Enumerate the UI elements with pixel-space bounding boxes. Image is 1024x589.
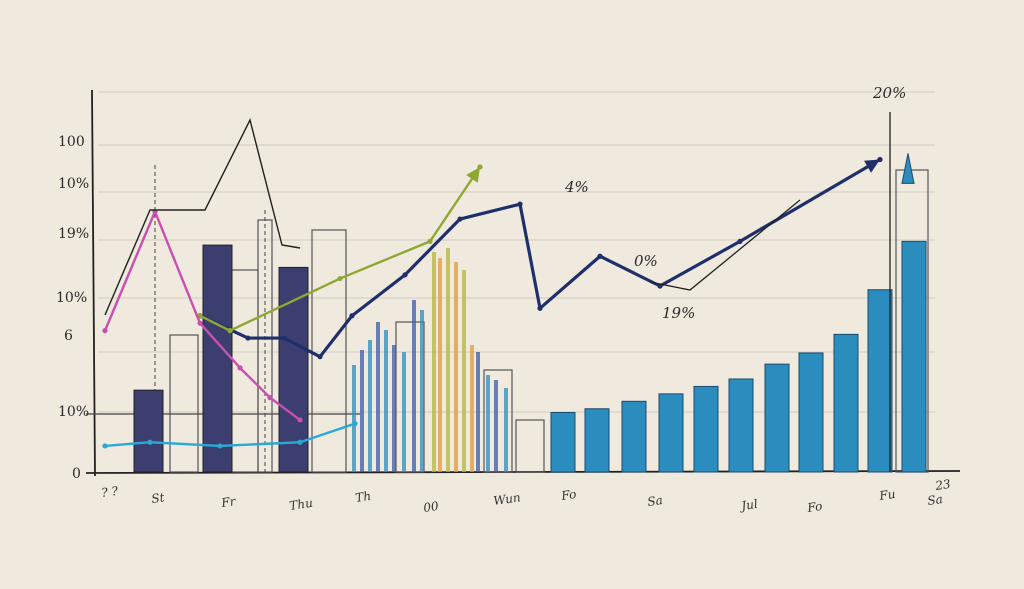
series-point [297, 439, 303, 445]
hatch-column [392, 345, 396, 472]
series-point [402, 272, 408, 278]
hatch-column [420, 310, 424, 472]
sketch-line [649, 199, 801, 291]
x-tick-label: Fo [805, 499, 823, 515]
bars [133, 153, 927, 473]
y-tick-label: 10% [58, 404, 89, 420]
bar [550, 411, 576, 473]
hatch-column [438, 258, 442, 472]
arrowhead [466, 166, 480, 183]
hatch-column [352, 365, 356, 472]
bar [867, 289, 893, 473]
sketch-line [104, 118, 301, 316]
series-point [737, 238, 743, 244]
bar [133, 389, 164, 473]
x-tick-label: 23 [933, 477, 951, 493]
x-tick-label: Th [354, 489, 372, 505]
series-line [103, 210, 301, 421]
bar [798, 352, 824, 473]
hatch-column [494, 380, 498, 472]
bar [693, 385, 719, 473]
series-point [597, 253, 603, 259]
series-point [147, 439, 153, 445]
series-point [457, 216, 463, 222]
bar [202, 244, 233, 473]
y-axis [91, 89, 96, 477]
x-tick-label: St [150, 490, 165, 506]
bar [901, 240, 927, 473]
callout-label: 20% [872, 84, 906, 102]
series-point [537, 305, 543, 311]
callout-label: 19% [662, 304, 695, 322]
bar [621, 400, 647, 473]
y-tick-label: 6 [64, 328, 73, 344]
x-tick-label: Wun [492, 490, 521, 508]
series-point [349, 313, 355, 319]
series-point [102, 443, 108, 449]
bar [584, 408, 610, 473]
sketch-bar-outline [169, 334, 199, 473]
series-point [227, 328, 233, 334]
hatch-column [384, 330, 388, 472]
x-tick-label: Fo [559, 487, 577, 503]
series-point [197, 320, 203, 326]
series-point [102, 328, 108, 334]
sketch-bar-outline [515, 419, 545, 473]
hatch-column [446, 248, 450, 472]
hatch-column [476, 352, 480, 472]
series-point [281, 335, 287, 341]
arrowhead [864, 159, 880, 173]
bar [833, 333, 859, 473]
hatch-column [462, 270, 466, 472]
series-point [352, 421, 358, 427]
series-lines [102, 112, 891, 472]
hatch-column [360, 350, 364, 472]
hatch-column [368, 340, 372, 472]
x-tick-label: ? ? [100, 484, 119, 500]
hatch-column [454, 262, 458, 472]
series-point [427, 238, 433, 244]
y-tick-label: 100 [58, 134, 85, 150]
x-tick-label: Fr [219, 494, 237, 510]
hatch-column [376, 322, 380, 472]
series-point [245, 335, 251, 341]
sketch-bar-outline [395, 321, 425, 473]
series-point [237, 365, 243, 371]
bar [728, 378, 754, 473]
x-tick-label: 00 [422, 499, 439, 515]
y-tick-label: 0 [72, 466, 81, 482]
x-tick-label: Jul [737, 497, 758, 514]
bar [764, 363, 790, 473]
bar-cap [901, 153, 915, 184]
hatch-column [486, 375, 490, 472]
y-tick-label: 10% [58, 176, 89, 192]
series-point [267, 395, 273, 401]
y-tick-label: 10% [56, 290, 87, 306]
x-tick-label: Fu [877, 487, 896, 503]
hatch-column [402, 352, 406, 472]
sketch-outlines [154, 165, 929, 473]
series-point [517, 201, 523, 207]
series-point [317, 354, 323, 360]
series-point [337, 275, 343, 282]
x-tick-label: Sa [646, 493, 663, 509]
hatch-column [432, 252, 436, 472]
x-tick-label: Sa [926, 492, 943, 508]
hatch-column [412, 300, 416, 472]
hatch-column [470, 345, 474, 472]
x-tick-label: Thu [288, 496, 313, 513]
callout-label: 4% [564, 178, 589, 196]
y-tick-label: 19% [58, 226, 89, 242]
hatch-column [504, 388, 508, 472]
series-point [217, 443, 223, 449]
callout-label: 0% [634, 252, 658, 270]
bar [658, 393, 684, 473]
series-point [297, 417, 303, 423]
